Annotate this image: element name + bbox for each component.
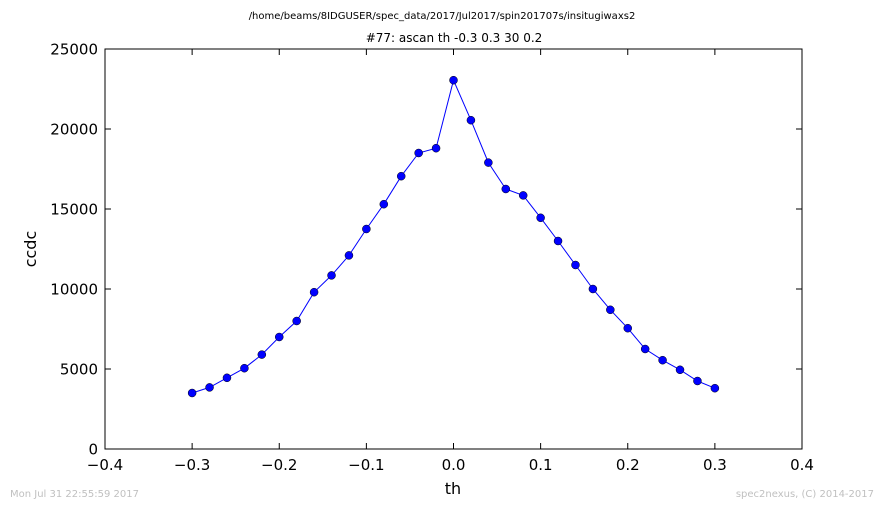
footer-timestamp: Mon Jul 31 22:55:59 2017 bbox=[10, 489, 139, 500]
x-tick-label: 0.3 bbox=[703, 456, 727, 474]
x-tick-label: 0.2 bbox=[616, 456, 640, 474]
data-point bbox=[518, 191, 528, 200]
data-point bbox=[309, 287, 319, 297]
y-tick-label: 25000 bbox=[50, 41, 98, 59]
y-tick-label: 10000 bbox=[50, 281, 98, 299]
y-tick-label: 20000 bbox=[50, 121, 98, 139]
data-point bbox=[275, 332, 284, 342]
data-point bbox=[396, 171, 406, 181]
data-point bbox=[536, 213, 545, 223]
x-tick-label: 0.4 bbox=[790, 456, 814, 474]
x-tick-label: 0.1 bbox=[529, 456, 553, 474]
data-point bbox=[658, 355, 667, 365]
data-point bbox=[240, 363, 249, 373]
data-point bbox=[466, 115, 476, 125]
data-point bbox=[257, 350, 267, 359]
data-point bbox=[449, 75, 458, 85]
data-point bbox=[379, 199, 389, 209]
data-point bbox=[362, 224, 371, 234]
footer-credit: spec2nexus, (C) 2014-2017 bbox=[735, 489, 874, 500]
y-tick-label: 15000 bbox=[50, 201, 98, 219]
data-point bbox=[187, 388, 197, 398]
data-point bbox=[588, 284, 598, 294]
data-point bbox=[693, 376, 702, 386]
data-point bbox=[710, 383, 720, 393]
data-point bbox=[553, 236, 563, 246]
data-point bbox=[484, 158, 493, 167]
x-tick-label: −0.2 bbox=[261, 456, 297, 474]
x-axis-label: th bbox=[445, 479, 461, 498]
x-tick-label: −0.4 bbox=[87, 456, 123, 474]
data-point bbox=[344, 251, 354, 260]
data-point bbox=[222, 373, 232, 383]
y-tick-label: 5000 bbox=[60, 361, 98, 379]
figure-suptitle: /home/beams/8IDGUSER/spec_data/2017/Jul2… bbox=[249, 11, 636, 22]
y-axis-label: ccdc bbox=[21, 231, 40, 268]
data-point bbox=[292, 316, 301, 326]
x-tick-label: −0.1 bbox=[348, 456, 384, 474]
data-point bbox=[327, 271, 336, 280]
data-point bbox=[640, 344, 650, 354]
x-tick-label: 0.0 bbox=[442, 456, 466, 474]
plot-frame bbox=[104, 48, 803, 450]
data-point bbox=[431, 143, 441, 153]
x-tick-label: −0.3 bbox=[174, 456, 210, 474]
data-point bbox=[606, 305, 615, 315]
data-point bbox=[623, 323, 632, 333]
data-point bbox=[205, 383, 214, 392]
data-point bbox=[414, 148, 423, 158]
plot-area: −0.4 −0.3 −0.2 −0.1 0.0 0.1 0.2 0.3 0.4 0 5000 1000… bbox=[50, 41, 814, 475]
chart-title: #77: ascan th -0.3 0.3 30 0.2 bbox=[366, 31, 543, 45]
data-point bbox=[675, 365, 685, 375]
y-tick-label: 0 bbox=[88, 441, 98, 459]
data-point bbox=[571, 260, 580, 270]
series-line bbox=[191, 78, 716, 394]
data-point bbox=[501, 184, 511, 194]
